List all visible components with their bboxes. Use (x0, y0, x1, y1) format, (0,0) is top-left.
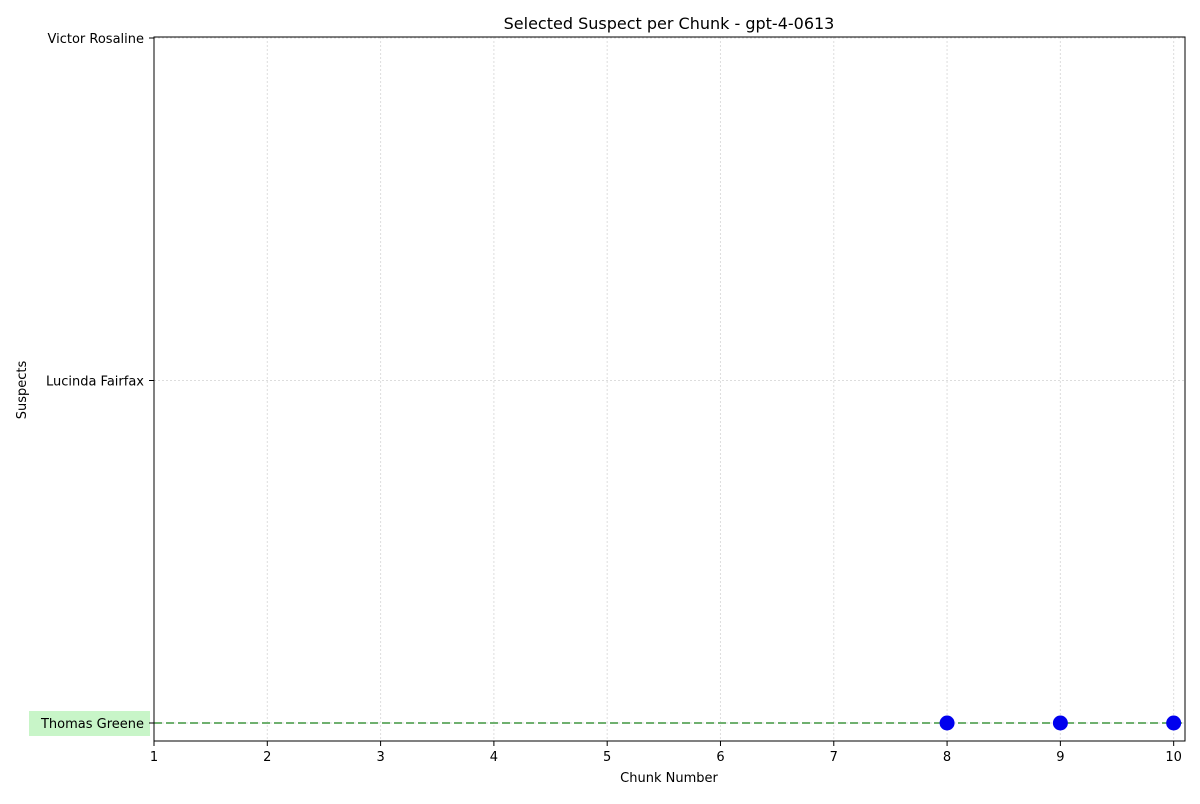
x-axis-label: Chunk Number (620, 771, 718, 786)
x-tick-label: 2 (263, 750, 271, 765)
y-tick-label: Thomas Greene (40, 717, 144, 732)
data-point (1166, 715, 1182, 731)
x-tick-label: 1 (150, 750, 158, 765)
points-layer (939, 715, 1182, 731)
grid-layer (153, 37, 1185, 741)
highlight-layer (29, 711, 150, 736)
y-axis-label: Suspects (15, 361, 30, 420)
chart-title: Selected Suspect per Chunk - gpt-4-0613 (504, 14, 835, 33)
x-ticks: 1 2 3 4 5 6 7 8 9 10 (150, 741, 1182, 765)
highlighted-suspect-background (29, 711, 150, 736)
plot-frame (153, 36, 1186, 742)
x-tick-label: 6 (716, 750, 724, 765)
y-ticks: Thomas Greene Lucinda Fairfax Victor Rosal… (40, 32, 154, 732)
y-tick-label: Victor Rosaline (48, 32, 145, 47)
y-tick-label: Lucinda Fairfax (46, 375, 144, 390)
x-tick-label: 10 (1165, 750, 1182, 765)
x-tick-label: 9 (1056, 750, 1064, 765)
data-point (939, 715, 955, 731)
x-tick-label: 7 (830, 750, 838, 765)
x-tick-label: 8 (943, 750, 951, 765)
data-point (1052, 715, 1068, 731)
x-tick-label: 4 (490, 750, 498, 765)
x-tick-label: 3 (376, 750, 384, 765)
x-tick-label: 5 (603, 750, 611, 765)
